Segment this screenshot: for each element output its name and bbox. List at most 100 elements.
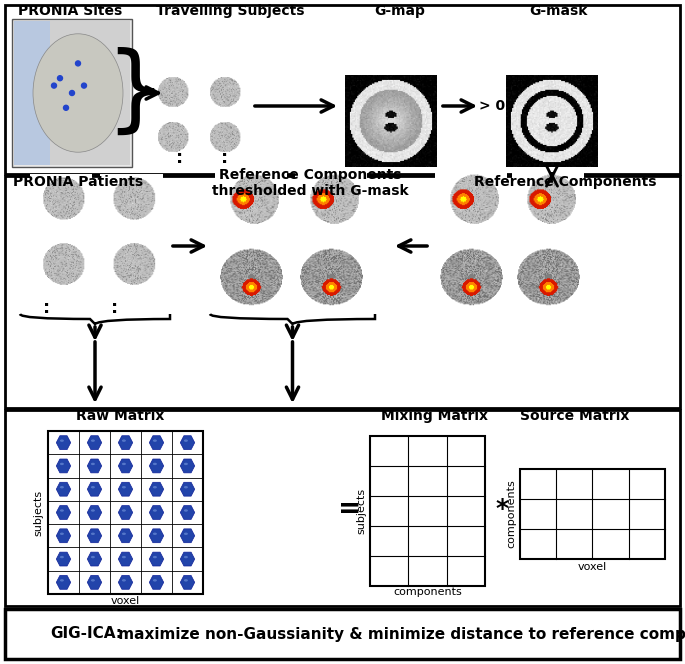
Polygon shape (149, 459, 164, 473)
Ellipse shape (60, 463, 64, 465)
Polygon shape (180, 436, 195, 450)
Bar (12, 19, 132, 167)
Bar (48, 431, 203, 594)
Text: =: = (338, 495, 362, 523)
Text: Source Matrix: Source Matrix (521, 409, 630, 423)
Ellipse shape (60, 440, 64, 442)
Text: Mixing Matrix: Mixing Matrix (382, 409, 488, 423)
Polygon shape (56, 505, 71, 519)
Polygon shape (56, 552, 71, 566)
Polygon shape (87, 552, 101, 566)
Text: G-map: G-map (375, 4, 425, 18)
Polygon shape (87, 482, 101, 496)
Text: G-mask: G-mask (529, 4, 587, 18)
Ellipse shape (153, 556, 157, 558)
Ellipse shape (153, 463, 157, 465)
Ellipse shape (153, 579, 157, 582)
Ellipse shape (184, 556, 188, 558)
Polygon shape (180, 552, 195, 566)
Polygon shape (180, 482, 195, 496)
Bar (14, 21, 130, 165)
Polygon shape (87, 576, 101, 589)
Ellipse shape (122, 556, 126, 558)
Text: Travelling Subjects: Travelling Subjects (155, 4, 304, 18)
Text: Raw Matrix: Raw Matrix (76, 409, 164, 423)
Polygon shape (149, 576, 164, 589)
Text: components: components (506, 479, 516, 548)
Text: > 0: > 0 (479, 99, 505, 113)
Ellipse shape (91, 486, 95, 489)
Circle shape (64, 106, 68, 110)
Text: *: * (495, 497, 508, 521)
Ellipse shape (91, 579, 95, 582)
Text: :: : (43, 299, 51, 317)
Ellipse shape (184, 463, 188, 465)
Bar (370, 436, 485, 586)
Ellipse shape (122, 440, 126, 442)
Text: components: components (393, 587, 462, 597)
Polygon shape (56, 459, 71, 473)
Polygon shape (87, 459, 101, 473)
Polygon shape (119, 482, 133, 496)
Circle shape (82, 83, 86, 88)
Ellipse shape (184, 440, 188, 442)
Ellipse shape (122, 486, 126, 489)
Ellipse shape (153, 533, 157, 535)
Polygon shape (119, 552, 133, 566)
Polygon shape (180, 459, 195, 473)
Text: :: : (221, 149, 229, 167)
Text: :: : (112, 299, 119, 317)
Polygon shape (119, 459, 133, 473)
Polygon shape (56, 436, 71, 450)
Text: voxel: voxel (578, 562, 607, 572)
Ellipse shape (184, 509, 188, 512)
Text: PRONIA Patients: PRONIA Patients (13, 175, 143, 189)
Circle shape (58, 76, 62, 81)
Text: Reference Components: Reference Components (474, 175, 656, 189)
Text: PRONIA Sites: PRONIA Sites (18, 4, 122, 18)
Ellipse shape (91, 533, 95, 535)
Ellipse shape (91, 509, 95, 512)
Polygon shape (149, 552, 164, 566)
Ellipse shape (122, 533, 126, 535)
Text: voxel: voxel (111, 596, 140, 606)
Ellipse shape (91, 556, 95, 558)
Polygon shape (119, 505, 133, 519)
Ellipse shape (184, 579, 188, 582)
Polygon shape (149, 529, 164, 542)
Ellipse shape (122, 579, 126, 582)
Ellipse shape (60, 556, 64, 558)
Ellipse shape (91, 440, 95, 442)
Polygon shape (56, 529, 71, 542)
Text: subjects: subjects (356, 488, 366, 534)
Text: :: : (177, 149, 184, 167)
Polygon shape (119, 576, 133, 589)
Polygon shape (149, 436, 164, 450)
Bar (5, 5, 680, 174)
Ellipse shape (33, 34, 123, 152)
Ellipse shape (122, 509, 126, 512)
Ellipse shape (60, 579, 64, 582)
Polygon shape (149, 482, 164, 496)
Ellipse shape (153, 486, 157, 489)
Ellipse shape (153, 440, 157, 442)
Ellipse shape (60, 486, 64, 489)
Circle shape (51, 83, 56, 88)
Polygon shape (87, 529, 101, 542)
Polygon shape (87, 436, 101, 450)
Ellipse shape (60, 509, 64, 512)
Bar (14, 21, 50, 165)
Polygon shape (87, 505, 101, 519)
Text: Reference Components
thresholded with G-mask: Reference Components thresholded with G-… (212, 168, 408, 198)
Bar (5, 410, 680, 606)
Ellipse shape (60, 533, 64, 535)
Polygon shape (149, 505, 164, 519)
Text: GIG-ICA:: GIG-ICA: (50, 627, 122, 641)
Polygon shape (180, 576, 195, 589)
Polygon shape (180, 505, 195, 519)
Ellipse shape (122, 463, 126, 465)
Ellipse shape (153, 509, 157, 512)
Text: }: } (105, 47, 165, 139)
Bar (520, 469, 665, 559)
Ellipse shape (184, 486, 188, 489)
